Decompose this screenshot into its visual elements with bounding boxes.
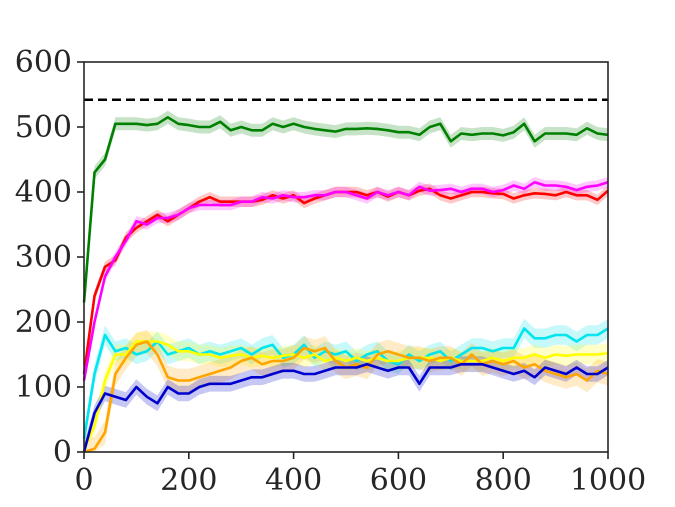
confidence-bands (84, 110, 608, 452)
series-1-band (84, 110, 608, 309)
series-3-line (82, 181, 609, 381)
y-tick-label: 0 (53, 435, 72, 470)
y-tick-label: 200 (15, 305, 72, 340)
x-tick-label: 400 (265, 463, 322, 498)
x-axis: 0 200 400 600 800 1000 (74, 452, 646, 498)
y-tick-label: 600 (15, 45, 72, 80)
x-tick-label: 800 (475, 463, 532, 498)
y-tick-label: 500 (15, 110, 72, 145)
series-4-band (84, 318, 608, 449)
y-axis: 0 100 200 300 400 500 600 (15, 45, 84, 470)
series-lines (82, 116, 609, 454)
series-5-line (82, 340, 609, 450)
y-tick-label: 300 (15, 240, 72, 275)
series-1-line (82, 116, 609, 303)
x-tick-label: 600 (370, 463, 427, 498)
series-7-line (82, 362, 609, 453)
y-tick-label: 400 (15, 175, 72, 210)
x-tick-label: 0 (74, 463, 93, 498)
x-tick-label: 200 (160, 463, 217, 498)
series-7-band (84, 356, 608, 452)
y-tick-label: 100 (15, 370, 72, 405)
series-4-line (82, 327, 609, 440)
x-tick-label: 1000 (570, 463, 646, 498)
